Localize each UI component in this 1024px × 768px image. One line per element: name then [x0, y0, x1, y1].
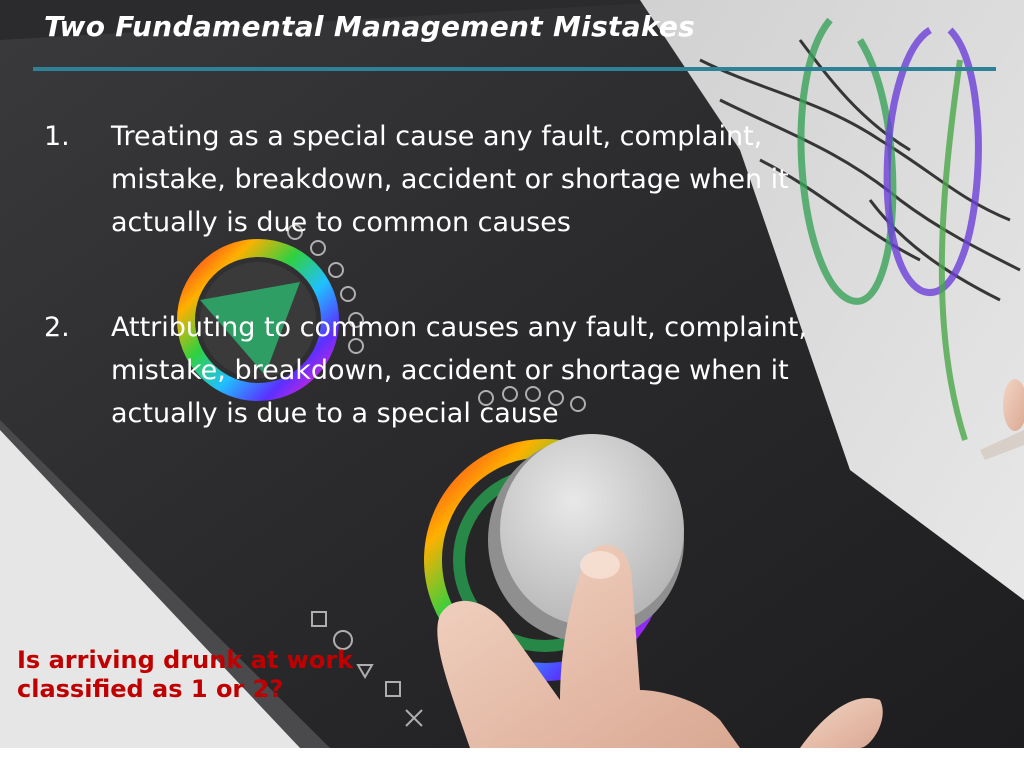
list-item-text: Treating as a special cause any fault, c… [111, 121, 789, 238]
question-line-1: Is arriving drunk at work [17, 646, 354, 674]
list-item: 2. Attributing to common causes any faul… [44, 306, 824, 435]
mistakes-list: 1. Treating as a special cause any fault… [44, 115, 824, 435]
question-text: Is arriving drunk at work classified as … [17, 646, 353, 704]
title-divider [33, 67, 996, 71]
list-item-text: Attributing to common causes any fault, … [111, 312, 807, 429]
bottom-white-strip [0, 748, 1024, 768]
list-item: 1. Treating as a special cause any fault… [44, 115, 824, 244]
background-photo [0, 0, 1024, 748]
question-line-2: classified as 1 or 2? [17, 675, 284, 703]
tablet-photo-illustration [0, 0, 1024, 748]
list-item-number: 2. [44, 312, 70, 343]
slide-title: Two Fundamental Management Mistakes [44, 10, 696, 43]
list-item-number: 1. [44, 121, 70, 152]
